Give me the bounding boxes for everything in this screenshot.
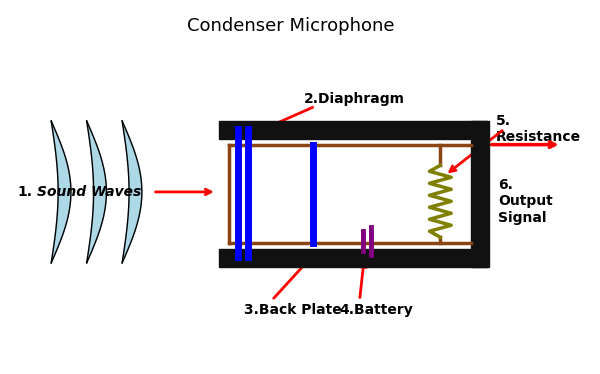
Polygon shape [86, 121, 106, 263]
Bar [218, 121, 487, 139]
Polygon shape [122, 121, 142, 263]
Bar [471, 121, 488, 267]
Text: 5.
Resistance: 5. Resistance [496, 114, 581, 144]
Text: Condenser Microphone: Condenser Microphone [187, 16, 394, 34]
Text: 1.: 1. [18, 185, 33, 199]
Text: 3.Back Plate: 3.Back Plate [244, 303, 342, 317]
Text: 4.Battery: 4.Battery [340, 303, 413, 317]
Bar [218, 249, 487, 267]
Text: 6.
Output
Signal: 6. Output Signal [499, 178, 553, 224]
Text: Sound Waves: Sound Waves [37, 185, 142, 199]
Text: 2.Diaphragm: 2.Diaphragm [304, 92, 404, 106]
Polygon shape [51, 121, 71, 263]
